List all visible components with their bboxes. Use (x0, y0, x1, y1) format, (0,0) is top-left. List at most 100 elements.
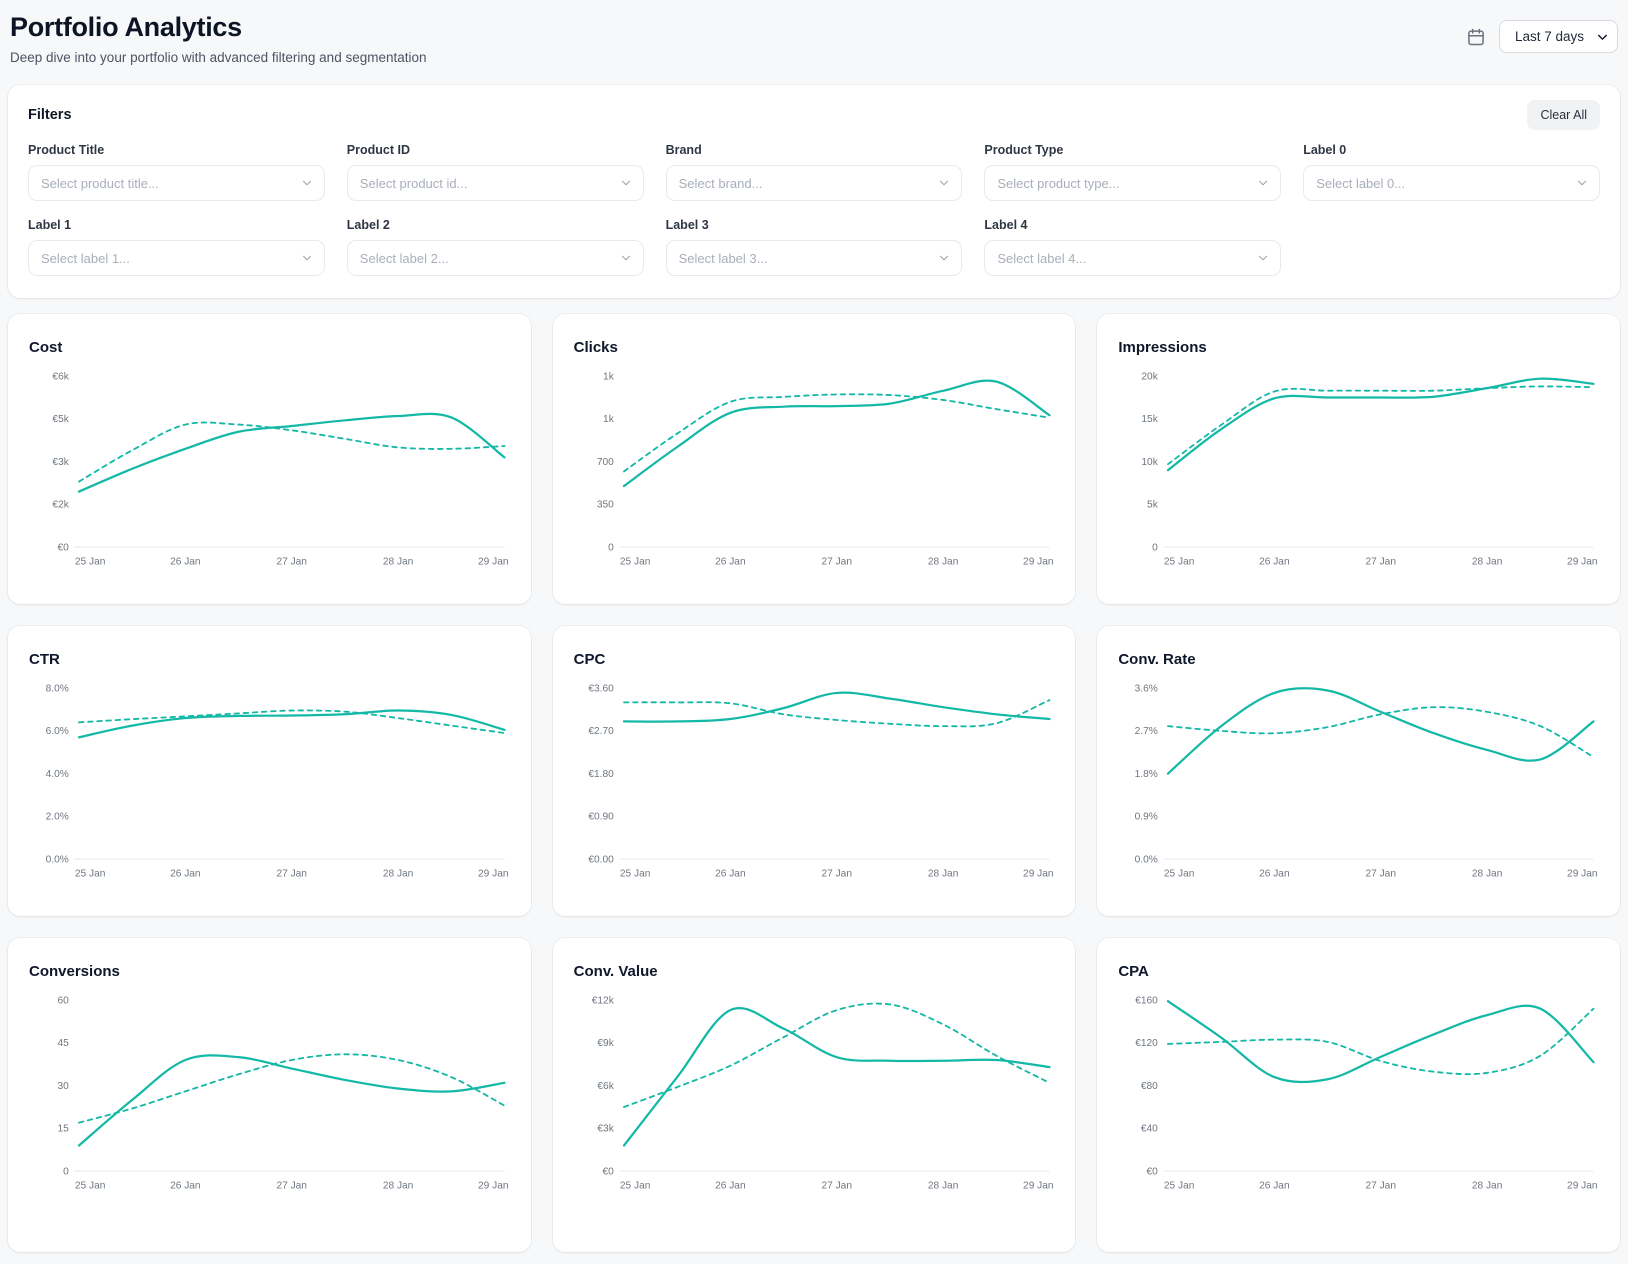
select-placeholder: Select label 2... (359, 250, 449, 266)
y-axis-tick-label: €3.60 (588, 683, 614, 694)
label-0-select[interactable]: Select label 0... (1303, 165, 1600, 201)
y-axis-tick-label: €2.70 (588, 726, 614, 737)
y-axis-tick-label: €6k (597, 1081, 614, 1092)
filter-label: Product Title (28, 143, 105, 157)
y-axis-tick-label: 2.7% (1135, 726, 1158, 737)
clear-all-button[interactable]: Clear All (1527, 100, 1600, 130)
series-line-solid (1167, 687, 1595, 775)
filter-field-label-0: Label 0 Select label 0... (1303, 143, 1600, 201)
x-axis-tick-label: 29 Jan (1023, 556, 1053, 567)
y-axis-tick-label: 0 (608, 542, 614, 553)
y-axis-tick-label: 6.0% (46, 726, 69, 737)
line-chart: 8.0% 6.0% 4.0% 2.0% 0.0% 25 Jan 26 Jan 27 Jan 28… (46, 683, 509, 879)
chart-card-cost: Cost €6k €5k €3k €2k €0 25 Jan 26 Jan 27 Jan 28 … (8, 314, 531, 604)
label-3-select[interactable]: Select label 3... (665, 240, 963, 276)
x-axis-tick-label: 26 Jan (715, 868, 746, 879)
filter-field-product-id: Product ID Select product id... (346, 143, 644, 201)
filter-label: Label 3 (665, 218, 709, 232)
chevron-down-icon (940, 255, 949, 261)
x-axis-tick-label: 29 Jan (478, 1180, 508, 1191)
y-axis-tick-label: 5k (1147, 500, 1159, 511)
chart-title: CPA (1118, 963, 1149, 980)
select-placeholder: Select label 3... (678, 250, 768, 266)
y-axis-tick-label: 8.0% (46, 683, 69, 694)
x-axis-tick-label: 26 Jan (715, 1180, 746, 1191)
y-axis-tick-label: €2k (52, 500, 69, 511)
y-axis-tick-label: 60 (58, 995, 70, 1006)
x-axis-tick-label: 25 Jan (620, 556, 651, 567)
x-axis-tick-label: 25 Jan (620, 868, 651, 879)
y-axis-tick-label: €6k (52, 371, 69, 382)
filter-field-label-3: Label 3 Select label 3... (665, 218, 963, 276)
filter-label: Brand (665, 143, 702, 157)
cost-chart: €6k €5k €3k €2k €0 25 Jan 26 Jan 27 Jan 28 Jan 29… (24, 368, 515, 578)
filters-head: Filters Clear All (28, 100, 1600, 130)
chart-title: Conversions (29, 963, 120, 980)
x-axis-tick-label: 27 Jan (821, 1180, 852, 1191)
x-axis-tick-label: 29 Jan (1567, 868, 1597, 879)
label-2-select[interactable]: Select label 2... (346, 240, 644, 276)
chart-card-cpc: CPC €3.60 €2.70 €1.80 €0.90 €0.00 25 Jan 26 Ja… (552, 626, 1076, 916)
y-axis-tick-label: 0 (1152, 542, 1158, 553)
chevron-down-icon (302, 180, 311, 186)
x-axis-tick-label: 25 Jan (75, 868, 105, 879)
product-id-select[interactable]: Select product id... (346, 165, 644, 201)
y-axis-tick-label: €1.80 (588, 769, 614, 780)
date-range-wrap: Last 7 days (1499, 20, 1618, 53)
line-chart: €160 €120 €80 €40 €0 25 Jan 26 Jan 27 Jan 28 Jan… (1136, 995, 1598, 1191)
x-axis-tick-label: 25 Jan (75, 556, 105, 567)
series-line-dashed (78, 1053, 506, 1124)
chart-card-conversions: Conversions 60 45 30 15 0 25 Jan 26 Jan 27 Jan 2… (8, 938, 531, 1252)
x-axis-tick-label: 29 Jan (478, 868, 508, 879)
ctr-chart: 8.0% 6.0% 4.0% 2.0% 0.0% 25 Jan 26 Jan 27 Jan 28… (24, 680, 515, 890)
product-title-select[interactable]: Select product title... (28, 165, 325, 201)
page-title: Portfolio Analytics (10, 12, 242, 42)
x-axis-tick-label: 27 Jan (1366, 556, 1397, 567)
chevron-down-icon (621, 180, 630, 186)
chart-title: Clicks (573, 339, 618, 356)
y-axis-tick-label: 0.9% (1135, 812, 1158, 823)
filter-field-product-title: Product Title Select product title... (28, 143, 325, 201)
y-axis-tick-label: 30 (58, 1081, 70, 1092)
y-axis-tick-label: €0.90 (588, 812, 614, 823)
x-axis-tick-label: 25 Jan (1164, 556, 1195, 567)
chart-title: Cost (29, 339, 63, 356)
select-placeholder: Select label 1... (41, 250, 130, 266)
x-axis-tick-label: 28 Jan (928, 868, 959, 879)
x-axis-tick-label: 25 Jan (75, 1180, 105, 1191)
date-range-select[interactable]: Last 7 days (1499, 20, 1618, 53)
x-axis-tick-label: 28 Jan (1472, 1180, 1503, 1191)
y-axis-tick-label: 0 (63, 1166, 69, 1177)
page-subtitle: Deep dive into your portfolio with advan… (10, 50, 427, 65)
y-axis-tick-label: €40 (1141, 1124, 1158, 1135)
x-axis-tick-label: 29 Jan (478, 556, 508, 567)
y-axis-tick-label: €120 (1136, 1038, 1159, 1049)
line-chart: €12k €9k €6k €3k €0 25 Jan 26 Jan 27 Jan 28 Jan 2… (591, 995, 1053, 1191)
brand-select[interactable]: Select brand... (665, 165, 963, 201)
series-line-dashed (1167, 385, 1595, 466)
y-axis-tick-label: 700 (596, 457, 613, 468)
series-line-solid (622, 1007, 1051, 1147)
x-axis-tick-label: 26 Jan (170, 868, 201, 879)
y-axis-tick-label: 45 (58, 1038, 70, 1049)
label-4-select[interactable]: Select label 4... (984, 240, 1282, 276)
chart-card-ctr: CTR 8.0% 6.0% 4.0% 2.0% 0.0% 25 Jan 26 Jan 27 J… (8, 626, 531, 916)
y-axis-tick-label: €0.00 (588, 854, 614, 865)
filter-label: Label 2 (346, 218, 390, 232)
x-axis-tick-label: 29 Jan (1023, 1180, 1053, 1191)
y-axis-tick-label: €3k (597, 1124, 614, 1135)
y-axis-tick-label: €0 (1147, 1166, 1159, 1177)
chevron-down-icon (302, 255, 311, 261)
filter-label: Label 0 (1303, 143, 1347, 157)
filter-grid: Product Title Select product title... Pr… (28, 143, 1600, 276)
x-axis-tick-label: 26 Jan (715, 556, 746, 567)
select-placeholder: Select product type... (997, 175, 1120, 191)
series-line-dashed (622, 1002, 1051, 1108)
label-1-select[interactable]: Select label 1... (28, 240, 325, 276)
series-line-solid (622, 379, 1051, 488)
product-type-select[interactable]: Select product type... (984, 165, 1282, 201)
filter-label: Label 4 (984, 218, 1028, 232)
x-axis-tick-label: 28 Jan (928, 556, 959, 567)
x-axis-tick-label: 29 Jan (1023, 868, 1053, 879)
y-axis-tick-label: 350 (596, 500, 613, 511)
